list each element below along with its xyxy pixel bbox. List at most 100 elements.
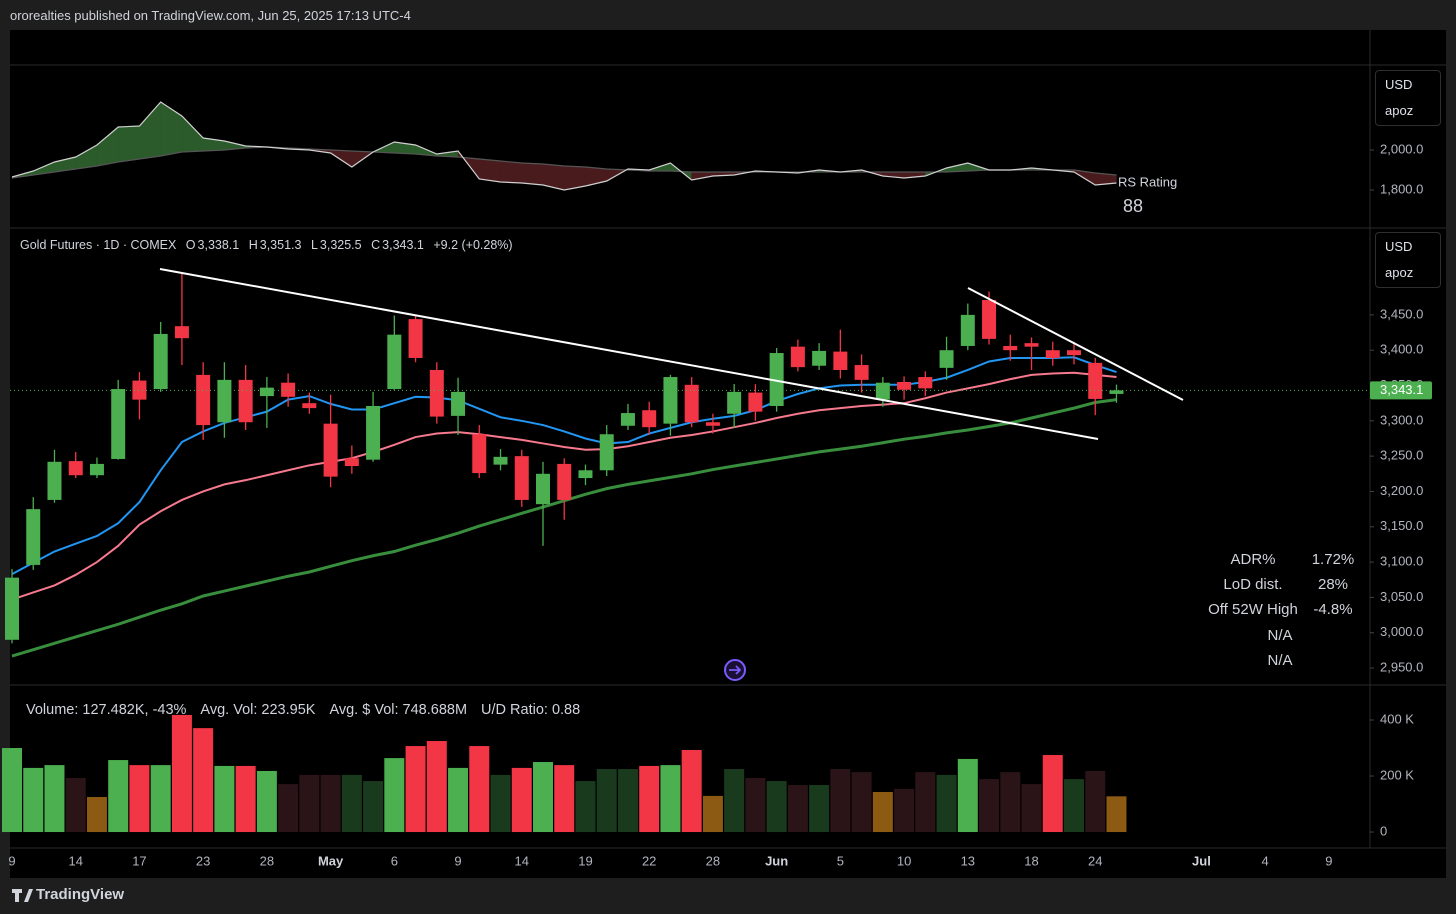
x-tick-label: 6 [391,853,398,868]
candle-body [705,422,720,426]
candle-body [1003,345,1018,351]
candle-body [47,461,62,500]
volume-bar [617,769,638,833]
volume-bar [363,781,384,833]
candle-body [684,384,699,423]
volume-bar [108,760,129,833]
x-tick-label: 14 [68,853,82,868]
candle-body [344,458,359,467]
rs-fill [479,158,501,183]
scale-label: apoz [1385,103,1414,118]
x-tick-label: 22 [642,853,656,868]
candle-body [642,410,657,428]
volume-text: Volume: 127.482K, -43% [26,702,187,718]
stat-value: 28% [1317,576,1349,593]
volume-bar [830,769,851,833]
candle-body [26,509,41,565]
candle-body [472,434,487,474]
volume-bar [320,774,341,833]
candle-body [1088,362,1103,399]
moving-average [11,371,1117,601]
volume-bar [214,765,235,833]
x-tick-label: 13 [961,853,975,868]
candle-body [153,333,168,390]
candle-body [875,382,890,400]
volume-bar [639,765,660,833]
volume-bar [490,774,511,833]
y-tick-label: 3,400.0 [1380,342,1423,357]
legend-change: +9.2 (+0.28%) [433,238,513,252]
volume-bar [766,781,787,833]
rs-fill [117,125,140,163]
candle-body [960,314,975,346]
stat-value: -4.8% [1313,601,1353,618]
legend-value: 3,351.3 [259,238,302,252]
candle-body [620,413,635,426]
scale-box[interactable]: USD apoz [1375,70,1441,126]
candle-body [259,387,274,397]
volume-bar [554,765,575,833]
legend-key: O [185,238,196,252]
volume-bar [23,767,44,833]
volume-bar [915,772,936,833]
y-tick-label: 3,300.0 [1380,412,1423,427]
x-tick-label: 9 [8,853,15,868]
candle-body [323,423,338,477]
candle-body [493,456,508,465]
logo [12,889,33,902]
candle-body [536,473,550,505]
candle-body [748,392,763,412]
candle-body [281,382,296,397]
candle-body [366,405,381,460]
y-tick-label: 1,800.0 [1380,181,1423,196]
y-tick-label: 3,100.0 [1380,554,1423,569]
candle-body [514,456,529,500]
stat-label: ADR% [1230,551,1276,568]
candle-body [790,346,805,368]
candle-body [918,377,933,389]
volume-bar [256,770,277,833]
moving-average [11,356,1117,575]
candle-body [833,351,848,370]
candle-body [939,350,954,368]
volume-bar [1085,770,1106,833]
x-tick-label: 17 [132,853,146,868]
volume-bar [448,767,469,833]
volume-text: Avg. $ Vol: 748.688M [329,702,468,718]
candle-body [174,326,189,339]
x-tick-label: 24 [1088,853,1102,868]
x-tick-label: 10 [897,853,911,868]
volume-info: Volume: 127.482K, -43% Avg. Vol: 223.95K A… [26,702,594,718]
y-tick-label: 0 [1380,823,1387,838]
volume-bar [1000,772,1021,833]
last-price-tag [1370,381,1432,400]
x-tick-label: Jun [765,853,788,868]
y-tick-label: 3,050.0 [1380,589,1423,604]
rs-fill [521,162,544,186]
candle-body [1024,343,1039,347]
stat-label: LoD dist. [1223,576,1283,593]
chart-background [10,30,1446,878]
volume-bar [469,746,490,833]
candle-body [387,334,402,390]
volume-bar [681,749,702,833]
x-tick-label: 18 [1024,853,1038,868]
y-tick-label: 400 K [1380,711,1414,726]
volume-bar [809,784,830,833]
x-tick-label: 19 [578,853,592,868]
candle-body [1045,350,1060,358]
scale-box[interactable]: USD apoz [1375,232,1441,288]
candle-body [89,463,104,476]
candle-body [429,369,444,417]
y-tick-label: 2,950.0 [1380,659,1423,674]
y-tick-label: 3,450.0 [1380,306,1423,321]
volume-bar [65,777,86,833]
candle-body [68,461,83,476]
legend-key: L [310,238,318,252]
candle-body [769,353,784,406]
x-tick-label: 14 [515,853,529,868]
y-tick-label: 3,200.0 [1380,483,1423,498]
rs-fill [500,160,523,184]
